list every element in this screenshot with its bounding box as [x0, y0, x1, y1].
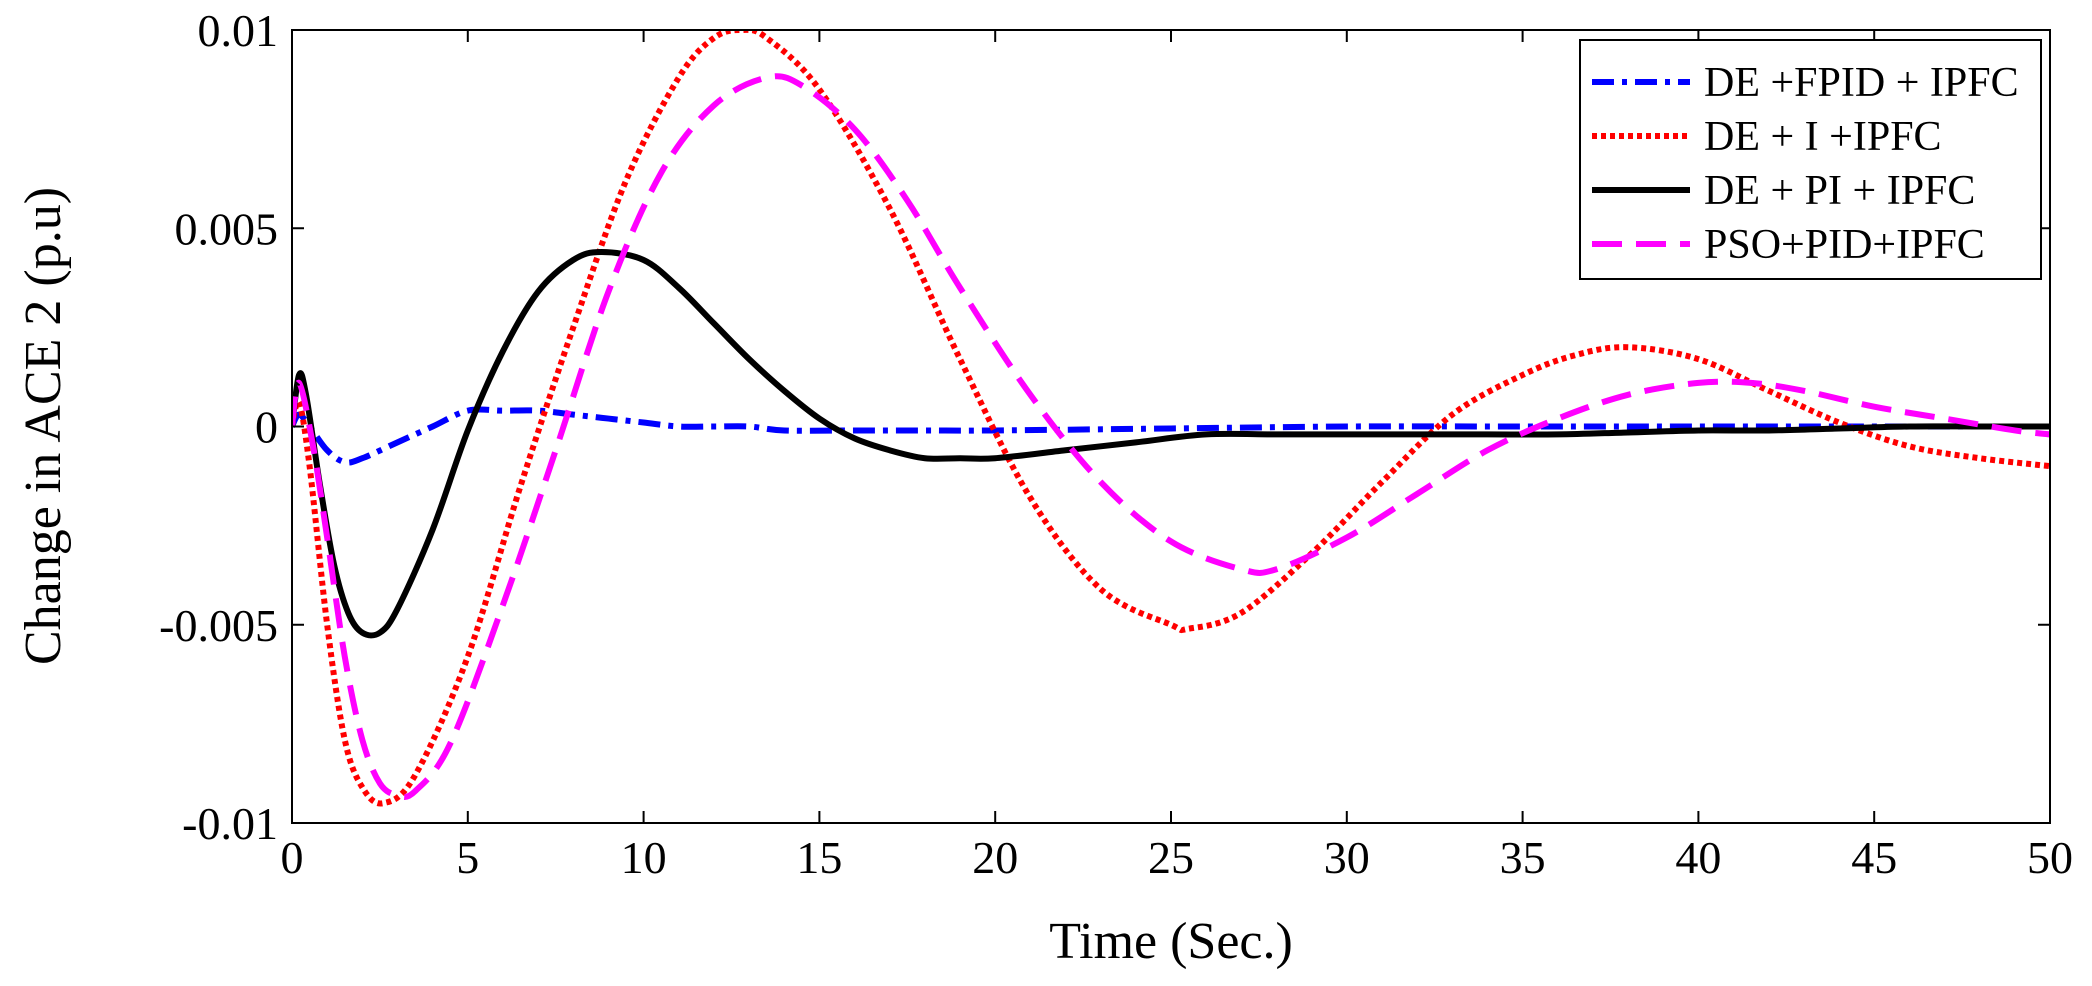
series-line-de-fpid-ipfc [292, 406, 2050, 466]
legend-label-de-i: DE + I +IPFC [1704, 114, 1942, 160]
tick-layer: 0 5 10 15 20 25 30 35 40 45 50 -0.01 -0.005 0 0.005 0.0… [159, 5, 2073, 883]
series-line-de-pi-ipfc [292, 249, 2050, 639]
x-tick-label: 45 [1851, 832, 1897, 883]
series-line-pso-pid-ipfc [292, 73, 2050, 800]
x-tick-label: 15 [796, 832, 842, 883]
x-tick-label: 20 [972, 832, 1018, 883]
y-axis-label: Change in ACE 2 (p.u) [15, 187, 72, 665]
x-tick-label: 40 [1675, 832, 1721, 883]
legend-label-de-fpid: DE +FPID + IPFC [1704, 60, 2019, 106]
legend-label-de-pi: DE + PI + IPFC [1704, 168, 1975, 214]
y-tick-label: -0.005 [159, 600, 278, 651]
x-tick-label: 25 [1148, 832, 1194, 883]
x-tick-label: 30 [1324, 832, 1370, 883]
y-tick-label: 0 [255, 402, 278, 453]
series-line-de-i-ipfc [292, 30, 2050, 807]
x-tick-label: 5 [456, 832, 479, 883]
x-axis-label: Time (Sec.) [1049, 913, 1293, 970]
y-tick-label: 0.01 [198, 5, 279, 56]
legend-label-pso-pid: PSO+PID+IPFC [1704, 222, 1985, 268]
y-tick-label: 0.005 [175, 203, 279, 254]
x-tick-label: 10 [621, 832, 667, 883]
x-tick-label: 0 [281, 832, 304, 883]
series-layer [292, 30, 2050, 807]
y-tick-label: -0.01 [182, 798, 278, 849]
legend: DE +FPID + IPFC DE + I +IPFC DE + PI + I… [1579, 39, 2042, 280]
x-tick-label: 35 [1500, 832, 1546, 883]
x-tick-label: 50 [2027, 832, 2073, 883]
